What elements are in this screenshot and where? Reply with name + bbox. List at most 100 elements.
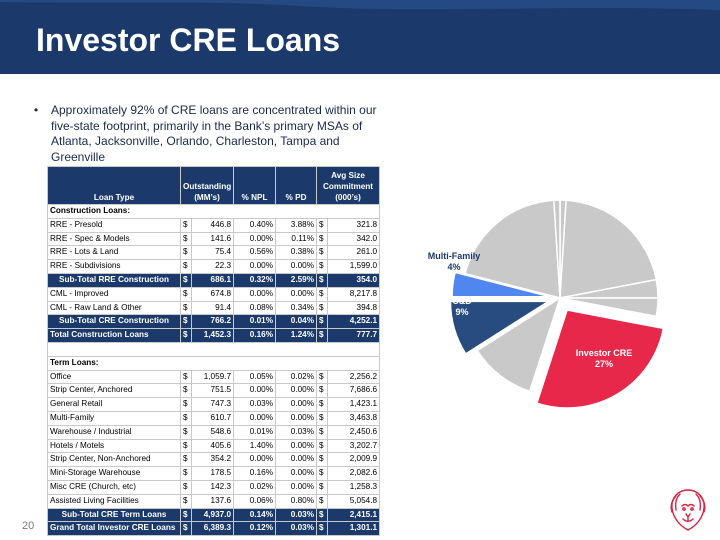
dollar-sign-cell: $ [180,259,192,274]
table-row: CML - Improved $674.8 0.00% 0.00% $8,217.8 [47,286,381,302]
npl-cell: 0.08% [233,300,277,316]
npl-cell: 0.01% [233,424,277,440]
table-body: Construction Loans: RRE - Presold $446.8 0.… [46,204,381,537]
loan-type-cell: Warehouse / Industrial [47,424,181,440]
pd-cell: 0.03% [275,521,318,537]
loan-type-cell: General Retail [47,397,181,412]
pie-slice-value: 27% [595,359,613,369]
avg-commitment-cell: 8,217.8 [327,286,381,302]
table-row: Strip Center, Anchored $751.5 0.00% 0.00% $7… [47,383,381,399]
header-npl: % NPL [233,166,277,205]
loan-type-cell: Office [47,369,181,385]
npl-cell: 0.14% [233,507,277,523]
dollar-sign-cell: $ [180,328,192,343]
npl-cell: 0.01% [233,314,277,330]
slide-title: Investor CRE Loans [36,22,341,58]
pd-cell: 0.34% [275,300,318,316]
dollar-sign-cell: $ [316,507,329,523]
total-row: Total Construction Loans $1,452.3 0.16% 1.2… [47,328,381,343]
dollar-sign-cell: $ [180,245,192,261]
dollar-sign-cell: $ [180,300,192,316]
loan-type-cell: Assisted Living Facilities [47,493,181,509]
dollar-sign-cell: $ [316,272,329,288]
header-pd: % PD [275,166,318,205]
pd-cell: 0.00% [275,410,318,426]
npl-cell: 0.56% [233,245,277,261]
dollar-sign-cell: $ [180,507,192,523]
npl-cell: 0.40% [233,217,277,233]
loan-type-cell: Misc CRE (Church, etc) [47,479,181,495]
loan-type-cell: Hotels / Motels [47,438,181,454]
section-heading-row: Construction Loans: [46,204,381,219]
bullet-dot: • [34,103,39,117]
avg-commitment-cell: 2,009.9 [327,452,381,468]
dollar-sign-cell: $ [316,300,329,316]
avg-commitment-cell: 3,463.8 [327,410,381,426]
outstanding-cell: 747.3 [190,397,235,412]
bullet-point: • Approximately 92% of CRE loans are con… [34,103,384,165]
outstanding-cell: 446.8 [190,217,235,233]
dollar-sign-cell: $ [316,259,329,274]
npl-cell: 0.03% [233,397,277,412]
outstanding-cell: 686.1 [190,272,235,288]
dollar-sign-cell: $ [316,314,329,330]
dollar-sign-cell: $ [316,493,329,509]
avg-commitment-cell: 1,599.0 [327,259,381,274]
npl-cell: 1.40% [233,438,277,454]
header-avg-commitment: Avg Size Commitment (000’s) [316,166,381,205]
npl-cell: 0.00% [233,286,277,302]
pd-cell: 3.88% [275,217,318,233]
pie-slice [553,199,561,299]
table-row: RRE - Subdivisions $22.3 0.00% 0.00% $1,599.… [47,259,381,274]
outstanding-cell: 548.6 [190,424,235,440]
avg-commitment-cell: 777.7 [327,328,381,343]
pie-slice [464,199,561,299]
pd-cell: 2.59% [275,272,318,288]
dollar-sign-cell: $ [316,521,329,537]
avg-commitment-cell: 394.8 [327,300,381,316]
title-banner: Investor CRE Loans [0,0,720,74]
loan-type-cell: Multi-Family [47,410,181,426]
dollar-sign-cell: $ [316,286,329,302]
loan-type-cell: Mini-Storage Warehouse [47,466,181,481]
pd-cell: 0.00% [275,479,318,495]
npl-cell: 0.00% [233,383,277,399]
avg-commitment-cell: 3,202.7 [327,438,381,454]
table-row: General Retail $747.3 0.03% 0.00% $1,423.1 [47,397,381,412]
pd-cell: 0.04% [275,314,318,330]
loan-type-cell: Strip Center, Anchored [47,383,181,399]
table-row: Strip Center, Non-Anchored $354.2 0.00% 0.0… [47,452,381,468]
table-row: RRE - Presold $446.8 0.40% 3.88% $321.8 [47,217,381,233]
dollar-sign-cell: $ [180,231,192,247]
dollar-sign-cell: $ [316,438,329,454]
outstanding-cell: 766.2 [190,314,235,330]
pd-cell: 1.24% [275,328,318,343]
dollar-sign-cell: $ [316,397,329,412]
avg-commitment-cell: 1,258.3 [327,479,381,495]
avg-commitment-cell: 2,415.1 [327,507,381,523]
table-header-row: Loan Type Outstanding (MM’s) % NPL % PD … [47,166,381,205]
dollar-sign-cell: $ [180,397,192,412]
pd-cell: 0.00% [275,286,318,302]
avg-commitment-cell: 1,423.1 [327,397,381,412]
avg-commitment-cell: 7,686.6 [327,383,381,399]
pd-cell: 0.03% [275,507,318,523]
pd-cell: 0.00% [275,383,318,399]
loan-type-cell: Sub-Total CRE Term Loans [47,507,181,523]
dollar-sign-cell: $ [180,410,192,426]
npl-cell: 0.16% [233,466,277,481]
outstanding-cell: 178.5 [190,466,235,481]
table-row: Hotels / Motels $405.6 1.40% 0.00% $3,202.7 [47,438,381,454]
dollar-sign-cell: $ [316,217,329,233]
avg-commitment-cell: 2,450.6 [327,424,381,440]
npl-cell: 0.05% [233,369,277,385]
avg-commitment-cell: 342.0 [327,231,381,247]
pd-cell: 0.00% [275,466,318,481]
bullet-text: Approximately 92% of CRE loans are conce… [51,103,377,164]
dollar-sign-cell: $ [180,452,192,468]
dollar-sign-cell: $ [180,479,192,495]
loan-type-cell: Sub-Total CRE Construction [47,314,181,330]
dollar-sign-cell: $ [180,272,192,288]
pd-cell: 0.11% [275,231,318,247]
lion-head-icon [670,489,706,531]
